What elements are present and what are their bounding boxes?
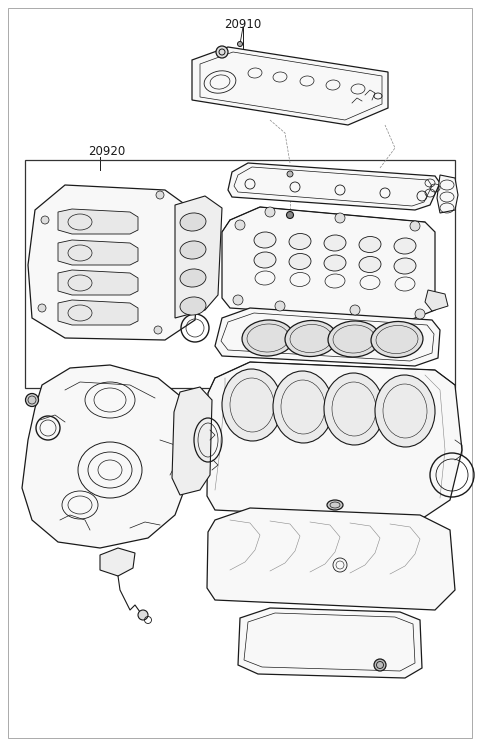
Circle shape <box>216 46 228 58</box>
Polygon shape <box>222 207 435 320</box>
Circle shape <box>156 191 164 199</box>
Circle shape <box>235 220 245 230</box>
Polygon shape <box>228 163 440 210</box>
Circle shape <box>287 212 293 219</box>
Polygon shape <box>172 387 212 495</box>
Ellipse shape <box>394 238 416 254</box>
Text: 20920: 20920 <box>88 145 125 158</box>
Polygon shape <box>100 548 135 576</box>
Circle shape <box>287 171 293 177</box>
Polygon shape <box>238 608 422 678</box>
Bar <box>25 160 455 388</box>
Polygon shape <box>425 290 448 311</box>
Circle shape <box>335 213 345 223</box>
Ellipse shape <box>180 297 206 315</box>
Polygon shape <box>58 240 138 265</box>
Polygon shape <box>58 300 138 325</box>
Ellipse shape <box>242 320 294 356</box>
Ellipse shape <box>359 257 381 272</box>
Circle shape <box>38 304 46 312</box>
Polygon shape <box>215 308 440 366</box>
Polygon shape <box>28 185 200 340</box>
Circle shape <box>415 309 425 319</box>
Ellipse shape <box>394 258 416 274</box>
Polygon shape <box>437 175 458 213</box>
Circle shape <box>138 610 148 620</box>
Ellipse shape <box>375 375 435 447</box>
Ellipse shape <box>222 369 282 441</box>
Ellipse shape <box>180 213 206 231</box>
Circle shape <box>238 42 242 46</box>
Ellipse shape <box>327 500 343 510</box>
Circle shape <box>25 393 38 407</box>
Polygon shape <box>22 365 192 548</box>
Ellipse shape <box>324 373 384 445</box>
Ellipse shape <box>285 321 337 357</box>
Ellipse shape <box>180 269 206 287</box>
Circle shape <box>41 216 49 224</box>
Polygon shape <box>192 47 388 125</box>
Circle shape <box>410 221 420 231</box>
Ellipse shape <box>180 241 206 259</box>
Ellipse shape <box>328 321 380 357</box>
Circle shape <box>374 659 386 671</box>
Polygon shape <box>207 508 455 610</box>
Polygon shape <box>58 209 138 234</box>
Text: 20910: 20910 <box>224 18 262 31</box>
Ellipse shape <box>254 252 276 268</box>
Polygon shape <box>207 362 462 520</box>
Ellipse shape <box>289 233 311 249</box>
Ellipse shape <box>254 232 276 248</box>
Ellipse shape <box>324 255 346 271</box>
Ellipse shape <box>359 236 381 252</box>
Ellipse shape <box>371 322 423 357</box>
Ellipse shape <box>324 235 346 251</box>
Circle shape <box>275 301 285 311</box>
Circle shape <box>265 207 275 217</box>
Polygon shape <box>58 270 138 295</box>
Ellipse shape <box>273 371 333 443</box>
Circle shape <box>233 295 243 305</box>
Ellipse shape <box>289 254 311 269</box>
Circle shape <box>154 326 162 334</box>
Circle shape <box>350 305 360 315</box>
Polygon shape <box>175 196 222 318</box>
